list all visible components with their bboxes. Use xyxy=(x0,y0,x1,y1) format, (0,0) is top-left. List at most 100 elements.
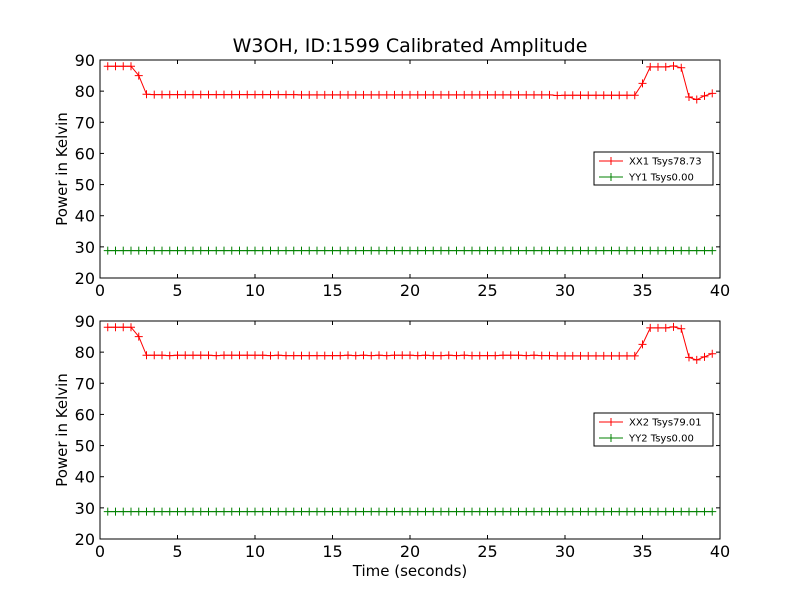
y-tick-label: 20 xyxy=(75,530,95,549)
data-point xyxy=(243,507,252,516)
legend-box xyxy=(593,412,714,447)
legend-label: XX2 Tsys79.01 xyxy=(629,418,702,429)
data-point xyxy=(669,322,678,331)
data-point xyxy=(258,246,267,255)
data-point xyxy=(119,323,128,332)
y-tick-label: 50 xyxy=(75,437,95,456)
series-2 xyxy=(103,246,717,255)
data-point xyxy=(375,246,383,255)
data-point xyxy=(351,507,360,516)
data-point xyxy=(313,246,321,255)
data-point xyxy=(127,507,135,516)
data-point xyxy=(220,507,228,516)
data-point xyxy=(553,91,562,100)
data-point xyxy=(499,351,507,360)
x-tick-label: 20 xyxy=(400,281,420,300)
data-point xyxy=(289,507,298,516)
data-point xyxy=(142,90,151,99)
y-tick-label: 70 xyxy=(75,374,95,393)
data-point xyxy=(530,246,538,255)
data-point xyxy=(623,91,631,100)
data-point xyxy=(460,351,469,360)
data-point xyxy=(320,246,329,255)
data-point xyxy=(181,351,190,360)
data-point xyxy=(158,507,166,516)
data-point xyxy=(638,340,647,349)
data-point xyxy=(592,246,600,255)
data-point xyxy=(615,91,624,100)
data-point xyxy=(220,246,228,255)
data-point xyxy=(297,246,306,255)
y-tick-label: 30 xyxy=(75,499,95,518)
data-point xyxy=(111,323,120,332)
data-point xyxy=(328,90,337,99)
data-point xyxy=(413,246,422,255)
data-point xyxy=(158,351,166,360)
y-tick-label: 20 xyxy=(75,269,95,288)
data-point xyxy=(344,351,352,360)
data-point xyxy=(274,90,283,99)
x-tick-label: 10 xyxy=(245,281,265,300)
data-point xyxy=(468,351,476,360)
data-point xyxy=(522,351,531,360)
data-point xyxy=(584,351,593,360)
data-point xyxy=(382,90,391,99)
data-point xyxy=(297,351,306,360)
data-point xyxy=(266,246,275,255)
data-point xyxy=(235,351,244,360)
data-point xyxy=(615,507,624,516)
data-point xyxy=(134,246,143,255)
data-point xyxy=(274,351,283,360)
data-point xyxy=(437,507,445,516)
data-point xyxy=(685,246,693,255)
legend-label: YY2 Tsys0.00 xyxy=(628,434,694,445)
data-point xyxy=(576,91,585,100)
series-1 xyxy=(103,322,717,364)
data-point xyxy=(142,246,151,255)
data-point xyxy=(607,351,616,360)
data-point xyxy=(173,507,182,516)
data-point xyxy=(452,90,461,99)
data-point xyxy=(452,351,461,360)
data-point xyxy=(375,507,383,516)
data-point xyxy=(212,351,221,360)
data-point xyxy=(444,246,453,255)
data-point xyxy=(468,90,476,99)
data-point xyxy=(274,246,283,255)
data-point xyxy=(196,351,205,360)
data-point xyxy=(638,79,647,88)
data-point xyxy=(506,351,515,360)
y-tick-label: 90 xyxy=(75,312,95,331)
x-tick-label: 40 xyxy=(710,281,730,300)
data-point xyxy=(584,507,593,516)
data-point xyxy=(444,507,453,516)
data-point xyxy=(359,507,368,516)
data-point xyxy=(204,246,213,255)
data-point xyxy=(336,90,345,99)
data-point xyxy=(328,246,337,255)
data-point xyxy=(235,90,244,99)
data-point xyxy=(351,90,360,99)
data-point xyxy=(336,507,345,516)
x-tick-label: 30 xyxy=(555,281,575,300)
data-point xyxy=(258,507,267,516)
data-point xyxy=(708,246,717,255)
data-point xyxy=(654,62,662,71)
data-point xyxy=(491,90,500,99)
data-point xyxy=(421,507,430,516)
data-point xyxy=(251,246,259,255)
y-axis-label: Power in Kelvin xyxy=(53,373,71,487)
data-point xyxy=(460,246,469,255)
data-point xyxy=(553,507,562,516)
data-point xyxy=(181,90,190,99)
data-point xyxy=(491,351,500,360)
data-point xyxy=(506,507,515,516)
data-point xyxy=(344,90,352,99)
data-point xyxy=(483,90,492,99)
x-tick-label: 5 xyxy=(172,281,182,300)
data-point xyxy=(537,90,546,99)
data-point xyxy=(576,246,585,255)
data-point xyxy=(413,90,422,99)
data-point xyxy=(282,246,290,255)
